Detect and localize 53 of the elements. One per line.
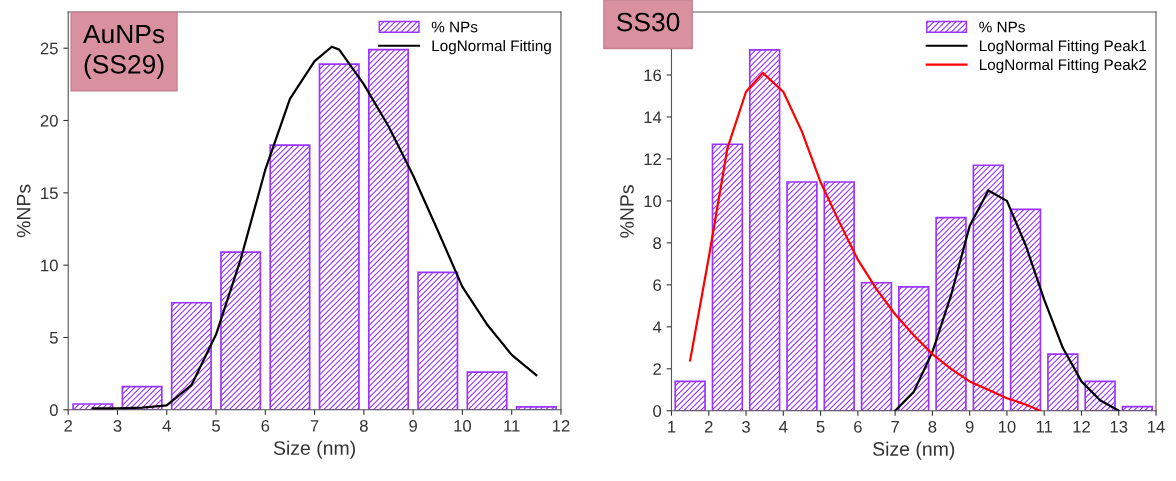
line-series [689, 71, 1042, 411]
y-tick-label: 0 [49, 404, 58, 417]
x-tick-label: 1 [668, 421, 676, 433]
x-tick-label: 4 [162, 420, 171, 432]
x-tick-label: 6 [854, 420, 862, 433]
x-tick-label: 5 [816, 421, 825, 433]
x-tick-label: 4 [779, 421, 788, 433]
annotation: SS30 [616, 12, 680, 32]
x-tick-label: 9 [965, 420, 974, 433]
y-tick-label: 15 [41, 187, 58, 200]
y-tick-label: 0 [653, 405, 662, 417]
y-tick-label: 6 [653, 279, 662, 292]
y-tick-label: 4 [652, 321, 662, 333]
y-tick-label: 8 [653, 237, 662, 250]
x-axis-title: Size (nm) [273, 440, 355, 459]
legend-label: LogNormal Fitting [432, 40, 551, 55]
x-tick-label: 12 [552, 419, 570, 432]
y-axis-title: %NPs [620, 185, 634, 238]
x-tick-label: 10 [454, 419, 472, 432]
x-tick-label: 5 [212, 420, 220, 432]
x-tick-label: 12 [1073, 420, 1090, 433]
y-tick-label: 20 [40, 114, 58, 127]
y-tick-label: 25 [40, 42, 58, 55]
y-tick-label: 10 [644, 195, 662, 208]
x-tick-label: 10 [998, 420, 1016, 433]
y-tick-label: 10 [41, 259, 58, 272]
x-tick-label: 3 [113, 419, 122, 432]
x-tick-label: 6 [261, 419, 270, 432]
x-tick-label: 14 [1148, 421, 1165, 433]
line-series [894, 189, 1120, 411]
legend-label: % NPs [979, 21, 1025, 33]
x-tick-label: 11 [504, 420, 520, 432]
legend-label: LogNormal Fitting Peak2 [979, 58, 1147, 74]
legend-label: LogNormal Fitting Peak1 [979, 40, 1147, 55]
x-tick-label: 2 [704, 420, 713, 433]
y-axis-title: %NPs [16, 184, 31, 238]
legend-label: % NPs [431, 21, 478, 33]
y-tick-label: 2 [653, 363, 661, 375]
x-tick-label: 3 [742, 420, 750, 433]
x-tick-label: 9 [409, 419, 417, 432]
annotation: AuNPs (SS29) [83, 24, 165, 79]
x-tick-label: 2 [64, 419, 73, 432]
x-axis-title: Size (nm) [873, 441, 955, 460]
y-tick-label: 14 [644, 111, 662, 123]
y-tick-label: 16 [644, 69, 662, 82]
y-tick-label: 5 [49, 332, 58, 344]
x-tick-label: 13 [1110, 420, 1128, 433]
y-tick-label: 12 [644, 153, 661, 165]
x-tick-label: 11 [1036, 421, 1053, 433]
x-tick-label: 7 [310, 420, 319, 432]
x-tick-label: 8 [928, 420, 937, 433]
x-tick-label: 8 [359, 419, 368, 432]
x-tick-label: 7 [891, 421, 899, 433]
